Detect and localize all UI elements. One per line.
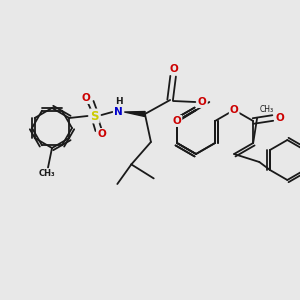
Text: O: O bbox=[275, 113, 284, 123]
Text: H: H bbox=[116, 98, 123, 106]
Text: O: O bbox=[81, 93, 90, 103]
Text: O: O bbox=[170, 64, 178, 74]
Text: O: O bbox=[172, 116, 181, 126]
Text: O: O bbox=[275, 113, 284, 123]
Text: CH₃: CH₃ bbox=[259, 105, 273, 114]
Text: O: O bbox=[230, 105, 239, 115]
Text: O: O bbox=[172, 116, 181, 126]
Text: O: O bbox=[97, 129, 106, 139]
Text: CH₃: CH₃ bbox=[39, 169, 55, 178]
Text: O: O bbox=[81, 93, 90, 103]
Text: O: O bbox=[230, 105, 239, 115]
Text: O: O bbox=[170, 64, 178, 74]
Text: O: O bbox=[198, 97, 207, 107]
Text: O: O bbox=[198, 97, 207, 107]
Text: O: O bbox=[97, 129, 106, 139]
Text: S: S bbox=[90, 110, 99, 122]
Text: N: N bbox=[114, 107, 123, 117]
Text: S: S bbox=[91, 111, 98, 121]
Text: H: H bbox=[116, 98, 123, 106]
Text: N: N bbox=[114, 107, 123, 117]
Polygon shape bbox=[124, 112, 145, 116]
